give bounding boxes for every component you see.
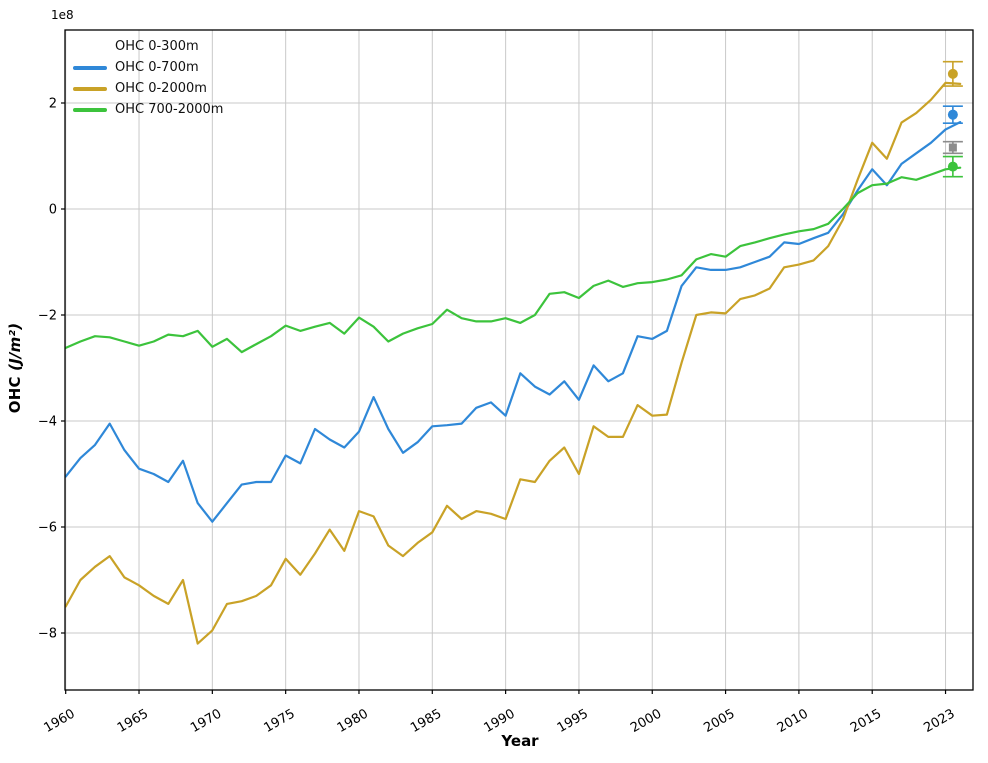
series-line-ohc-0-2000m <box>64 81 962 645</box>
x-tick-label: 1960 <box>42 706 78 736</box>
legend-swatch-ohc-0-700m <box>73 65 107 70</box>
x-tick-label: 2000 <box>628 706 664 736</box>
x-tick-label: 2005 <box>701 706 737 736</box>
marker-square <box>948 143 957 152</box>
y-axis-label-text: OHC <box>6 370 24 414</box>
marker-circle <box>947 109 958 120</box>
errorbar-ohc-0-2000m <box>942 60 963 87</box>
legend-entry-ohc-0-300m: OHC 0-300m <box>73 36 223 57</box>
legend-label: OHC 0-700m <box>115 60 199 75</box>
series-line-ohc-0-700m <box>64 120 962 523</box>
x-tick-label: 1965 <box>115 706 151 736</box>
x-tick-label: 1975 <box>261 706 297 736</box>
plot-border <box>64 29 974 691</box>
x-tick-label: 1995 <box>555 706 591 736</box>
axis-ticks: 1960 1965 1970 1975 1980 1985 1990 1995 2000 2005… <box>38 97 958 737</box>
y-axis-label: OHC (J/m²) <box>6 323 24 414</box>
y-tick-label: 2 <box>49 97 57 112</box>
gridlines <box>65 30 973 690</box>
legend-swatch-ohc-0-2000m <box>73 86 107 91</box>
x-tick-label: 2015 <box>848 706 884 736</box>
legend-swatch-ohc-0-300m <box>73 45 107 49</box>
marker-circle <box>947 161 958 172</box>
x-tick-label: 2010 <box>775 706 811 736</box>
y-tick-label: −2 <box>38 309 57 324</box>
x-tick-label: 1985 <box>408 706 444 736</box>
x-tick-label: 1980 <box>335 706 371 736</box>
marker-circle <box>947 68 958 79</box>
y-axis-label-units: (J/m²) <box>6 322 24 371</box>
legend-label: OHC 0-2000m <box>115 81 207 96</box>
y-tick-label: −4 <box>38 415 57 430</box>
x-tick-label: 1970 <box>188 706 224 736</box>
y-tick-label: 0 <box>49 203 57 218</box>
legend-entry-ohc-0-2000m: OHC 0-2000m <box>73 78 223 99</box>
y-tick-label: −8 <box>38 627 57 642</box>
endpoint-error-bars <box>942 60 963 178</box>
legend-label: OHC 0-300m <box>115 39 199 54</box>
x-tick-label: 2023 <box>921 706 957 736</box>
legend-entry-ohc-0-700m: OHC 0-700m <box>73 57 223 78</box>
y-tick-label: −6 <box>38 521 57 536</box>
errorbar-ohc-0-700m <box>942 105 963 124</box>
legend-entry-ohc-700-2000m: OHC 700-2000m <box>73 99 223 120</box>
series-line-ohc-700-2000m <box>64 166 962 354</box>
legend: OHC 0-300m OHC 0-700m OHC 0-2000m OHC 70… <box>73 36 223 120</box>
errorbar-ohc-0-300m <box>942 140 963 155</box>
series-lines <box>64 81 962 645</box>
x-axis-label: Year <box>501 732 539 750</box>
y-axis-offset-label: 1e8 <box>51 8 74 22</box>
legend-label: OHC 700-2000m <box>115 102 224 117</box>
legend-swatch-ohc-700-2000m <box>73 107 107 112</box>
errorbar-ohc-700-2000m <box>942 155 963 178</box>
